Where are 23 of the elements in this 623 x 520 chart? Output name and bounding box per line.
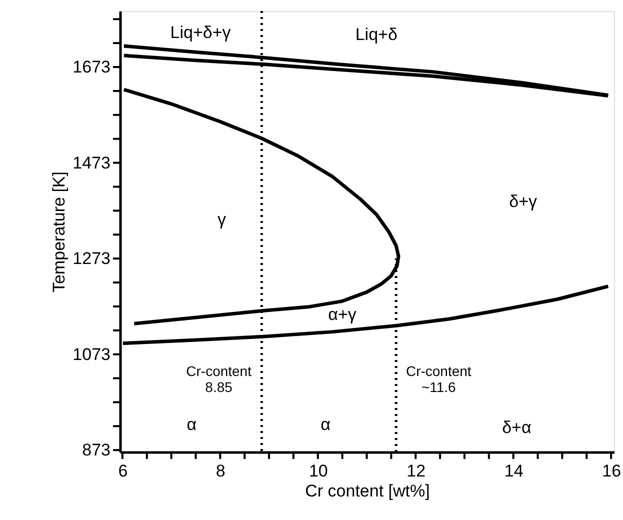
annotation: α+γ: [328, 304, 357, 324]
annotation: δ+γ: [509, 192, 538, 211]
annotation: γ: [218, 210, 227, 230]
x-tick-label: 6: [118, 462, 128, 480]
x-tick-label: 12: [406, 462, 426, 480]
x-tick-label: 8: [216, 462, 226, 480]
annotation: Cr-content 8.85: [186, 363, 252, 396]
x-tick-label: 10: [308, 462, 328, 480]
y-tick-label: 1473: [72, 153, 110, 172]
y-tick-label: 1073: [72, 344, 110, 364]
annotation: Liq+δ: [355, 24, 398, 44]
annotation: Liq+δ+γ: [170, 23, 232, 42]
x-tick-label: 14: [504, 462, 524, 480]
annotation: δ+α: [502, 418, 532, 438]
x-tick-label: 16: [602, 462, 622, 480]
y-tick-label: 1673: [72, 58, 110, 77]
y-axis-title: Temperature [K]: [50, 172, 69, 292]
annotation: Cr-content ~11.6: [406, 363, 472, 396]
y-tick-label: 1273: [72, 249, 110, 268]
annotation: α: [186, 415, 197, 434]
annotation: α: [320, 415, 331, 434]
x-axis-title: Cr content [wt%]: [305, 482, 430, 500]
y-tick-label: 873: [82, 440, 110, 460]
